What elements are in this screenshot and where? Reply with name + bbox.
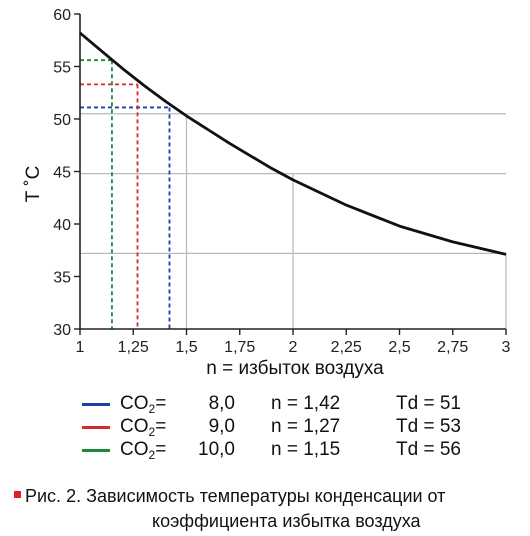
legend-n-value: n = 1,27 [271,416,341,437]
condensation-curve [79,31,507,256]
x-tick-label: 2,75 [437,339,468,356]
x-tick-label: 1,25 [118,339,149,356]
caption-bullet-icon [14,491,21,498]
x-axis-title: n = избыток воздуха [206,358,384,379]
x-tick-label: 2 [289,339,298,356]
legend: CO2= 8,0 n = 1,42 Td = 51 CO2= 9,0 n = 1… [78,392,508,462]
legend-row: CO2= 10,0 n = 1,15 Td = 56 [78,438,508,462]
legend-co2-label: CO2= [120,439,167,462]
y-axis-title: T ˚C [23,166,44,203]
legend-td-value: Td = 53 [396,416,461,437]
y-tick-label: 55 [53,60,71,77]
legend-co2-value: 10,0 [198,439,235,460]
temperature-chart: 1 1,25 1,5 1,75 2 2,25 2,5 2,75 330354045505560 … [23,7,511,379]
tick-labels: 1 1,25 1,5 1,75 2 2,25 2,5 2,75 3 30 35 40 45 50 55 60 [53,7,510,356]
legend-row: CO2= 9,0 n = 1,27 Td = 53 [78,415,508,439]
x-tick-label: 2,5 [388,339,410,356]
legend-co2-value: 9,0 [208,416,235,437]
x-tick-label: 2,25 [331,339,362,356]
y-tick-label: 35 [53,270,71,287]
legend-swatch-red [82,426,110,429]
grid-lines [80,113,507,329]
x-tick-label: 3 [502,339,511,356]
y-tick-label: 30 [53,322,71,339]
axes [74,13,507,335]
legend-swatch-green [82,449,110,452]
legend-co2-value: 8,0 [208,393,235,414]
legend-co2-label: CO2= [120,393,167,416]
legend-n-value: n = 1,15 [271,439,341,460]
y-tick-label: 40 [53,217,71,234]
figure-caption: Рис. 2. Зависимость температуры конденса… [14,484,519,534]
legend-td-value: Td = 56 [396,439,461,460]
legend-td-value: Td = 51 [396,393,461,414]
legend-row: CO2= 8,0 n = 1,42 Td = 51 [78,392,508,416]
y-tick-label: 50 [53,112,71,129]
caption-line-2: коэффициента избытка воздуха [152,511,421,531]
legend-swatch-blue [82,403,110,406]
caption-text-1: Рис. 2. Зависимость температуры конденса… [25,486,446,506]
y-tick-label: 60 [53,7,71,24]
legend-co2-label: CO2= [120,416,167,439]
curve-layer [79,31,507,256]
reference-lines [80,59,171,329]
y-tick-label: 45 [53,165,71,182]
x-tick-label: 1,5 [175,339,197,356]
x-tick-label: 1,75 [224,339,255,356]
legend-n-value: n = 1,42 [271,393,341,414]
x-tick-label: 1 [76,339,85,356]
caption-line-1: Рис. 2. Зависимость температуры конденса… [14,484,519,509]
